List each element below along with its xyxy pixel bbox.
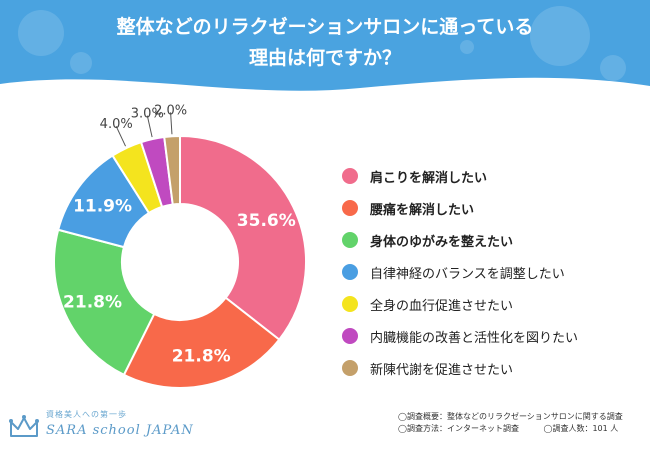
page-title: 整体などのリラクゼーションサロンに通っている 理由は何ですか？ xyxy=(0,12,650,74)
data-label-4: 4.0% xyxy=(100,117,133,132)
legend-item-3: 自律神経のバランスを調整したい xyxy=(342,256,578,288)
data-label-2: 21.8% xyxy=(63,293,122,313)
decor-bubble xyxy=(530,6,590,66)
legend-item-2: 身体のゆがみを整えたい xyxy=(342,224,578,256)
legend-item-1: 腰痛を解消したい xyxy=(342,192,578,224)
logo-tagline: 資格美人への第一歩 xyxy=(46,410,127,419)
legend-swatch xyxy=(342,264,358,280)
legend-swatch xyxy=(342,328,358,344)
legend-item-5: 内臓機能の改善と活性化を図りたい xyxy=(342,320,578,352)
donut-slice-1 xyxy=(122,296,281,389)
data-label-0: 35.6% xyxy=(237,211,296,231)
legend-swatch xyxy=(342,200,358,216)
donut-slice-6 xyxy=(163,134,181,206)
header-wave xyxy=(0,77,650,100)
legend-swatch xyxy=(342,360,358,376)
survey-overview: ◯調査概要：整体などのリラクゼーションサロンに関する調査 xyxy=(398,412,623,421)
legend-item-0: 肩こりを解消したい xyxy=(342,160,578,192)
legend-swatch xyxy=(342,232,358,248)
header-banner: 整体などのリラクゼーションサロンに通っている 理由は何ですか？ xyxy=(0,0,650,100)
donut-slice-0 xyxy=(179,134,307,342)
leader-line-4 xyxy=(115,126,127,147)
legend-swatch xyxy=(342,296,358,312)
legend-swatch xyxy=(342,168,358,184)
decor-bubble xyxy=(18,10,64,56)
crown-icon xyxy=(9,415,39,437)
legend-item-6: 新陳代謝を促進させたい xyxy=(342,352,578,384)
data-label-5: 3.0% xyxy=(131,107,164,122)
logo: 資格美人への第一歩 SARA school JAPAN xyxy=(8,408,198,446)
legend-label: 自律神経のバランスを調整したい xyxy=(370,266,565,282)
decor-bubble xyxy=(70,52,92,74)
decor-bubble xyxy=(460,40,474,54)
survey-method: ◯調査方法：インターネット調査 xyxy=(398,424,519,433)
leader-line-5 xyxy=(146,115,153,138)
legend-label: 肩こりを解消したい xyxy=(370,170,488,186)
title-line-1: 整体などのリラクゼーションサロンに通っている xyxy=(116,16,534,38)
data-label-6: 2.0% xyxy=(154,103,187,118)
legend-label: 内臓機能の改善と活性化を図りたい xyxy=(370,330,579,346)
legend-label: 身体のゆがみを整えたい xyxy=(370,234,514,250)
decor-bubble xyxy=(600,55,626,81)
legend-item-4: 全身の血行促進させたい xyxy=(342,288,578,320)
data-label-3: 11.9% xyxy=(73,196,132,216)
survey-notes: ◯調査概要：整体などのリラクゼーションサロンに関する調査 ◯調査方法：インターネ… xyxy=(398,411,623,435)
data-label-1: 21.8% xyxy=(172,347,231,367)
title-line-2: 理由は何ですか？ xyxy=(248,47,401,69)
survey-count: ◯調査人数：101 人 xyxy=(543,424,619,433)
donut-slice-2 xyxy=(53,228,156,377)
leader-line-6 xyxy=(170,112,173,135)
logo-name: SARA school JAPAN xyxy=(46,423,194,438)
legend-label: 新陳代謝を促進させたい xyxy=(370,362,514,378)
legend-label: 全身の血行促進させたい xyxy=(370,298,514,314)
legend-label: 腰痛を解消したい xyxy=(370,202,475,218)
chart-legend: 肩こりを解消したい 腰痛を解消したい身体のゆがみを整えたい自律神経のバランスを調整… xyxy=(342,160,578,384)
